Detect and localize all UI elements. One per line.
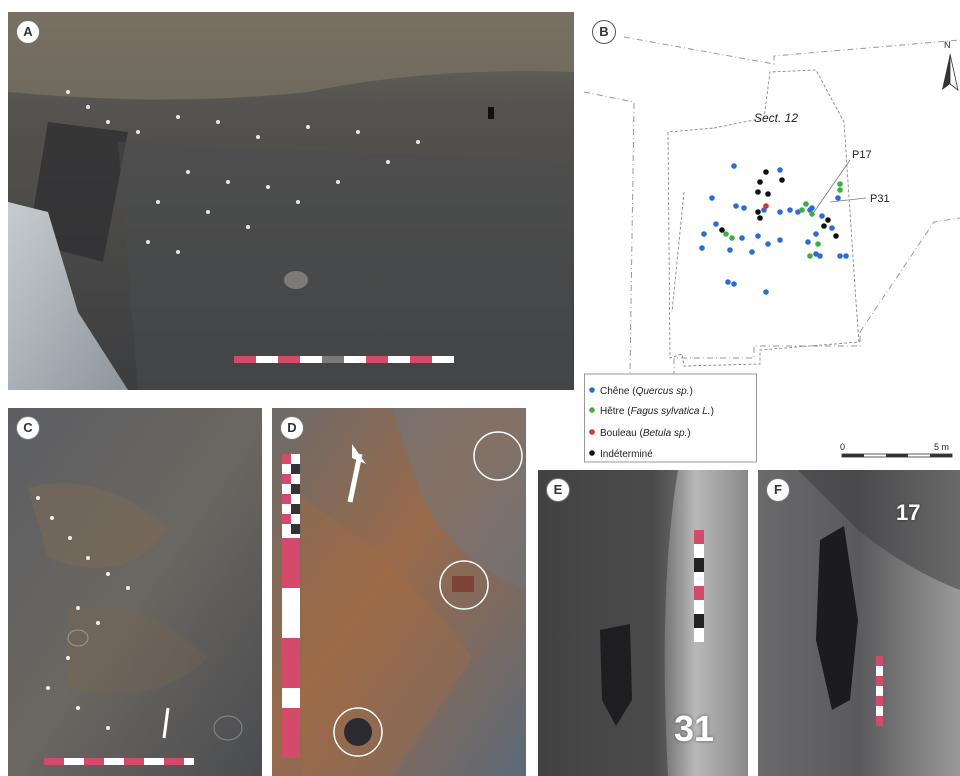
panel-f-photo: 17 F [758,470,960,776]
sector-label: Sect. 12 [754,111,798,125]
panel-d-photo: D [272,408,526,776]
callout-line-p17 [813,159,851,213]
legend-swatch-0 [589,387,595,393]
legend-swatch-1 [589,407,595,413]
legend-item-0: Chêne (Quercus sp.) [600,386,693,397]
legend-item-3: Indéterminé [600,449,653,460]
scale-bar-c [44,758,194,765]
stake-number-17: 17 [896,500,921,525]
legend-item-2: Bouleau (Betula sp.) [600,428,691,439]
panel-e-label: E [546,478,570,502]
stake-circle-2 [439,560,489,610]
sector-map: Sect. 12 N P17 P31 [584,12,960,464]
stake-points [699,163,849,295]
north-label: N [944,40,951,50]
panel-f-label: F [766,478,790,502]
vertical-scale-bar [282,454,300,758]
panel-a-photo: A [8,12,574,390]
legend-item-1: Hêtre (Fagus sylvatica L.) [600,406,714,417]
panel-b-label: B [592,20,616,44]
excavation-surface-image [8,12,574,390]
callout-p31: P31 [870,193,890,205]
scale-start: 0 [840,442,845,452]
map-scale-bar [841,453,953,458]
panel-c-photo: C [8,408,262,776]
north-arrow-icon [942,53,959,91]
surface-detail-image [8,408,262,776]
callout-p17: P17 [852,149,872,161]
panel-c-label: C [16,416,40,440]
panel-e-photo: 31 E [538,470,748,776]
legend-swatch-2 [589,429,595,435]
stake-tops-image [272,408,526,776]
stake-31-profile-image [538,470,748,776]
panel-d-label: D [280,416,304,440]
callout-line-p31 [829,197,867,203]
stake-17-profile-image [758,470,960,776]
legend-swatch-3 [589,450,595,456]
stake-circle-3 [333,707,383,757]
scale-bar-a [234,356,454,363]
stake-number-31: 31 [674,708,715,749]
panel-a-label: A [16,20,40,44]
map-legend: Chêne (Quercus sp.) Hêtre (Fagus sylvati… [584,373,757,463]
stake-circle-1 [473,431,523,481]
panel-b-map: Sect. 12 N P17 P31 [584,12,960,464]
scale-end: 5 m [934,442,949,452]
